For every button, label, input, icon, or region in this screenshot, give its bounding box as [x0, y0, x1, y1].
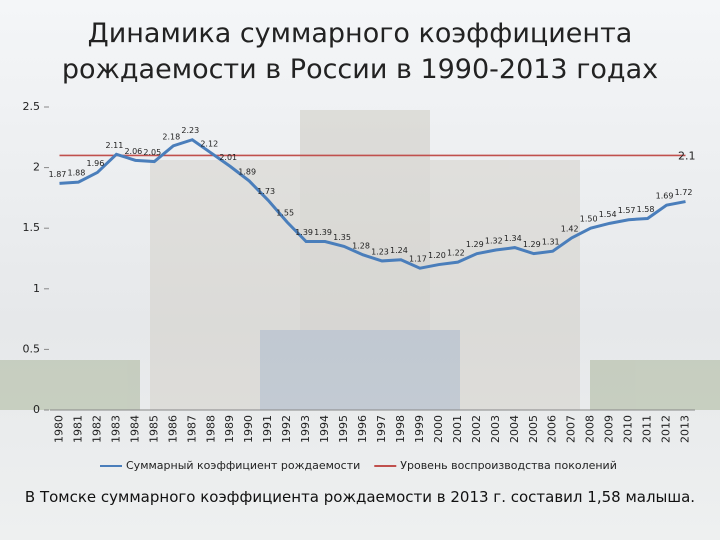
- x-tick-label: 1997: [375, 415, 388, 443]
- x-tick-label: 1988: [204, 415, 217, 443]
- data-label: 2.18: [162, 132, 180, 141]
- x-tick-label: 2012: [660, 415, 673, 443]
- data-label: 1.22: [447, 249, 465, 258]
- x-tick-label: 1992: [280, 415, 293, 443]
- data-label: 1.69: [656, 192, 674, 201]
- y-tick-label: 1.5: [23, 221, 41, 234]
- data-label: 1.39: [314, 228, 332, 237]
- data-label: 1.54: [599, 210, 617, 219]
- data-label: 2.11: [105, 141, 123, 150]
- x-tick-label: 2009: [603, 415, 616, 443]
- x-tick-label: 2011: [641, 415, 654, 443]
- data-label: 1.35: [333, 233, 351, 242]
- x-tick-label: 1980: [52, 415, 65, 443]
- x-tick-label: 2003: [489, 415, 502, 443]
- data-label: 1.28: [352, 241, 370, 250]
- x-tick-label: 2004: [508, 415, 521, 443]
- legend-label: Суммарный коэффициент рождаемости: [126, 459, 360, 472]
- x-tick-label: 2008: [584, 415, 597, 443]
- background-building: [0, 110, 720, 410]
- data-label: 1.88: [68, 169, 86, 178]
- data-label: 1.29: [466, 240, 484, 249]
- footnote: В Томске суммарного коэффициента рождаем…: [24, 488, 696, 506]
- data-label: 1.39: [295, 228, 313, 237]
- x-tick-label: 1981: [71, 415, 84, 443]
- y-tick-label: 2.5: [23, 100, 41, 113]
- x-tick-label: 1982: [90, 415, 103, 443]
- data-label: 1.58: [637, 205, 655, 214]
- x-tick-label: 2013: [679, 415, 692, 443]
- legend-label: Уровень воспроизводства поколений: [400, 459, 617, 472]
- x-tick-label: 2006: [546, 415, 559, 443]
- y-tick-label: 0: [33, 403, 40, 416]
- chart-title: Динамика суммарного коэффициента рождаем…: [61, 18, 659, 85]
- data-label: 1.50: [580, 215, 598, 224]
- x-tick-label: 1985: [147, 415, 160, 443]
- x-tick-label: 2001: [451, 415, 464, 443]
- data-label: 1.34: [504, 234, 522, 243]
- x-tick-label: 1984: [128, 415, 141, 443]
- data-label: 1.55: [276, 209, 294, 218]
- data-label: 1.72: [675, 188, 693, 197]
- x-tick-label: 2005: [527, 415, 540, 443]
- data-label: 1.32: [485, 237, 503, 246]
- data-label: 2.12: [200, 140, 218, 149]
- x-tick-label: 1994: [318, 415, 331, 443]
- x-tick-label: 1987: [185, 415, 198, 443]
- data-label: 2.01: [219, 153, 237, 162]
- x-tick-label: 1998: [394, 415, 407, 443]
- y-tick-label: 0.5: [23, 342, 41, 355]
- x-tick-label: 2010: [622, 415, 635, 443]
- x-tick-label: 2007: [565, 415, 578, 443]
- data-label: 2.23: [181, 126, 199, 135]
- x-tick-label: 1991: [261, 415, 274, 443]
- x-tick-label: 1983: [109, 415, 122, 443]
- data-label: 1.96: [87, 159, 105, 168]
- data-label: 1.23: [371, 247, 389, 256]
- x-tick-label: 1996: [356, 415, 369, 443]
- data-label: 1.31: [542, 238, 560, 247]
- data-label: 1.17: [409, 255, 427, 264]
- data-label: 1.24: [390, 246, 408, 255]
- y-tick-label: 1: [33, 282, 40, 295]
- data-label: 2.05: [143, 148, 161, 157]
- x-tick-label: 1993: [299, 415, 312, 443]
- data-label: 2.06: [124, 147, 142, 156]
- data-label: 1.87: [49, 170, 67, 179]
- y-tick-label: 2: [33, 161, 40, 174]
- series-line: [59, 138, 686, 270]
- x-tick-label: 2002: [470, 415, 483, 443]
- data-label: 1.73: [257, 187, 275, 196]
- data-label: 1.29: [523, 240, 541, 249]
- data-label: 2.1: [678, 149, 696, 162]
- x-tick-label: 1995: [337, 415, 350, 443]
- data-label: 1.20: [428, 251, 446, 260]
- x-tick-label: 2000: [432, 415, 445, 443]
- x-tick-label: 1989: [223, 415, 236, 443]
- x-tick-label: 1999: [413, 415, 426, 443]
- data-label: 1.89: [238, 167, 256, 176]
- data-label: 1.57: [618, 206, 636, 215]
- x-tick-label: 1990: [242, 415, 255, 443]
- data-label: 1.42: [561, 224, 579, 233]
- x-tick-label: 1986: [166, 415, 179, 443]
